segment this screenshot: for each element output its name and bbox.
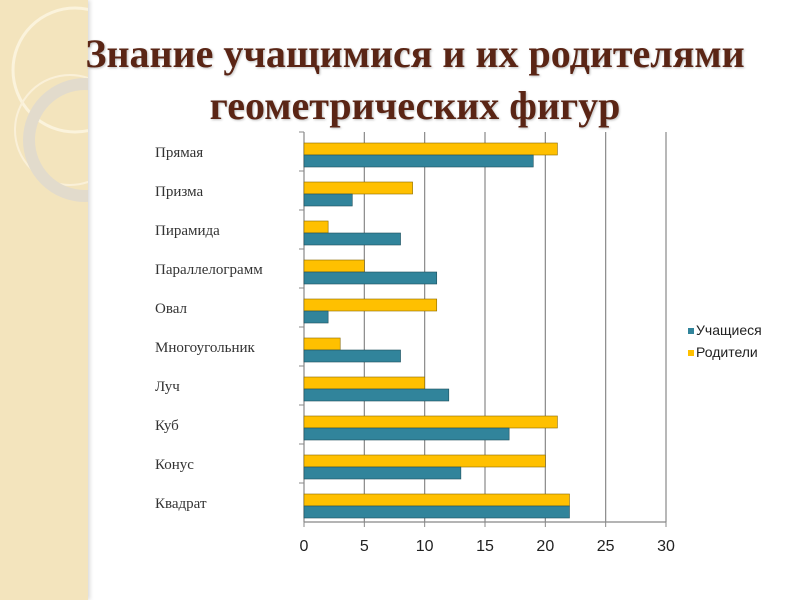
category-label: Параллелограмм xyxy=(155,262,263,278)
bar-students xyxy=(303,427,510,441)
category-label: Луч xyxy=(155,379,180,395)
x-tick-label: 10 xyxy=(416,538,434,555)
x-tick-label: 15 xyxy=(476,538,494,555)
x-tick-label: 20 xyxy=(536,538,554,555)
category-label: Куб xyxy=(155,418,179,434)
bar-parents xyxy=(303,337,341,351)
legend-swatch xyxy=(688,350,694,356)
bar-students xyxy=(303,271,438,285)
bar-students xyxy=(303,232,401,246)
decorative-stripe xyxy=(0,0,88,600)
bar-students xyxy=(303,310,329,324)
bar-parents xyxy=(303,259,365,273)
category-label: Прямая xyxy=(155,145,203,161)
bar-students xyxy=(303,193,353,207)
bar-parents xyxy=(303,142,558,156)
legend-swatch xyxy=(688,328,694,334)
category-label: Конус xyxy=(155,457,194,473)
x-tick-label: 0 xyxy=(300,538,309,555)
bar-parents xyxy=(303,298,438,312)
bar-parents xyxy=(303,415,558,429)
bar-parents xyxy=(303,454,546,468)
bar-parents xyxy=(303,493,570,507)
category-label: Призма xyxy=(155,184,203,200)
category-label: Многоугольник xyxy=(155,340,256,356)
x-tick-label: 5 xyxy=(360,538,369,555)
legend-label: Родители xyxy=(696,344,758,360)
category-label: Овал xyxy=(155,301,188,317)
bar-students xyxy=(303,388,450,402)
bar-students xyxy=(303,505,570,519)
bar-students xyxy=(303,349,401,363)
decorative-circles xyxy=(11,6,88,202)
bar-parents xyxy=(303,181,413,195)
x-tick-label: 30 xyxy=(657,538,675,555)
category-label: Квадрат xyxy=(155,496,207,512)
slide-title: Знание учащимися и их родителями геометр… xyxy=(85,31,745,128)
category-label: Пирамида xyxy=(155,223,220,239)
bar-parents xyxy=(303,376,425,390)
legend-label: Учащиеся xyxy=(696,322,762,338)
x-tick-label: 25 xyxy=(597,538,615,555)
bar-parents xyxy=(303,220,329,234)
bar-students xyxy=(303,466,462,480)
bar-students xyxy=(303,154,534,168)
